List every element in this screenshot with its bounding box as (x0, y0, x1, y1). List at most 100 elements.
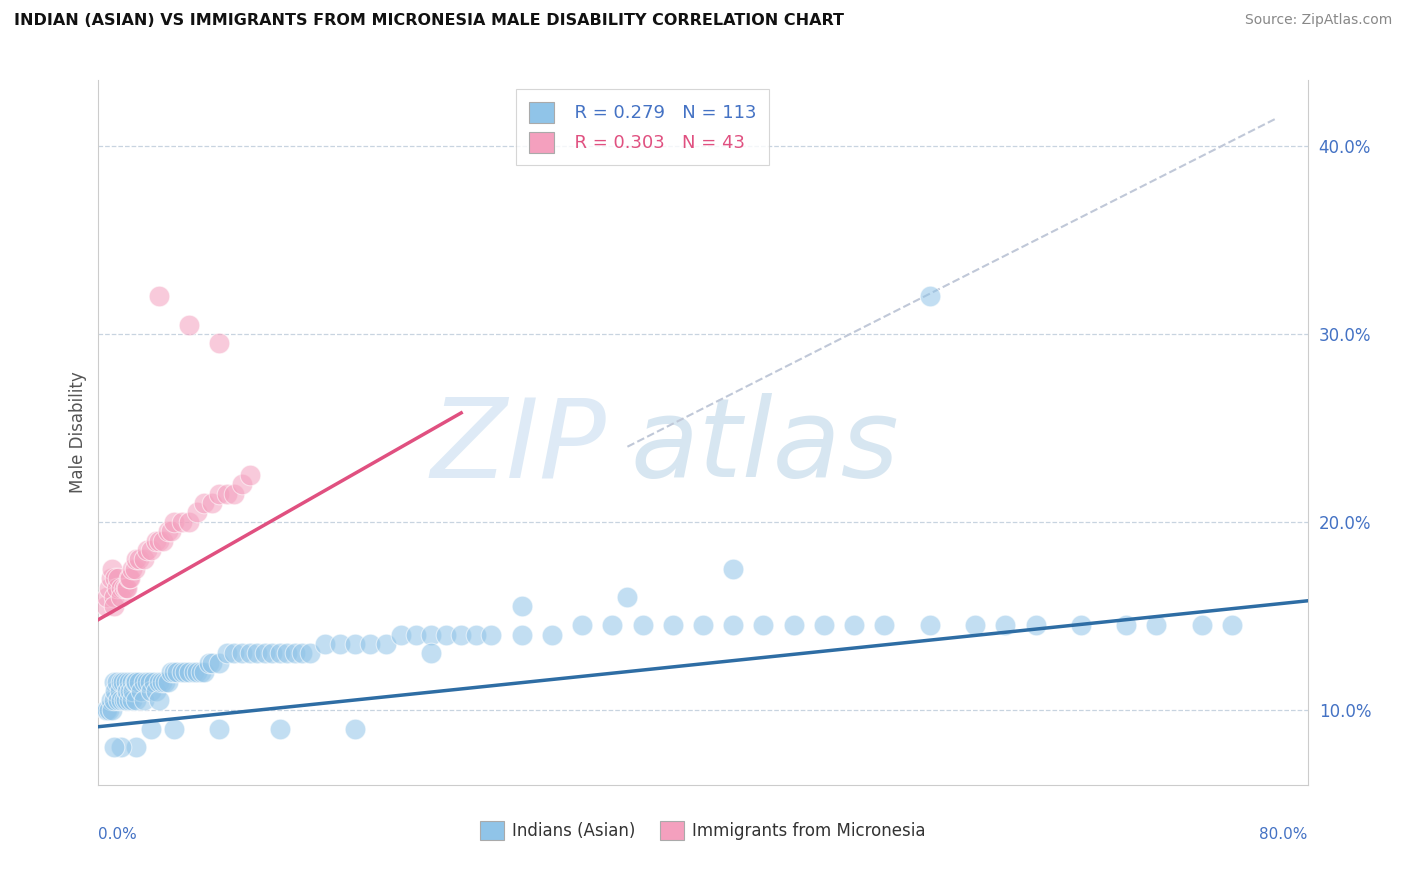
Text: Source: ZipAtlas.com: Source: ZipAtlas.com (1244, 13, 1392, 28)
Point (510, 627, 533, 641)
Text: ZIP: ZIP (430, 393, 606, 500)
Point (118, 693, 141, 707)
Point (253, 647, 276, 661)
Point (374, 637, 396, 651)
Point (145, 684, 167, 698)
Point (239, 647, 262, 661)
Point (208, 656, 231, 670)
Point (118, 674, 141, 689)
Point (124, 674, 146, 689)
Point (269, 722, 291, 736)
Point (224, 647, 246, 661)
Point (1191, 618, 1213, 632)
Y-axis label: Male Disability: Male Disability (69, 372, 87, 493)
Point (752, 618, 775, 632)
Point (112, 693, 135, 707)
Point (141, 684, 163, 698)
Point (284, 647, 307, 661)
Point (723, 562, 745, 576)
Point (114, 693, 136, 707)
Point (98, 581, 121, 595)
Point (105, 581, 128, 595)
Point (114, 674, 136, 689)
Point (299, 647, 322, 661)
Point (481, 627, 503, 641)
Point (193, 665, 215, 680)
Point (269, 647, 291, 661)
Point (873, 618, 896, 632)
Point (107, 693, 129, 707)
Point (121, 562, 143, 576)
Point (190, 665, 212, 680)
Point (115, 684, 138, 698)
Point (201, 496, 224, 510)
Point (631, 618, 654, 632)
Point (125, 740, 148, 755)
Point (179, 665, 201, 680)
Point (132, 552, 155, 566)
Point (114, 581, 136, 595)
Point (420, 647, 443, 661)
Text: 0.0%: 0.0% (98, 827, 138, 842)
Point (125, 674, 148, 689)
Point (103, 693, 125, 707)
Point (101, 703, 124, 717)
Point (783, 618, 806, 632)
Point (465, 627, 488, 641)
Point (110, 674, 132, 689)
Point (1144, 618, 1167, 632)
Point (148, 289, 170, 303)
Point (124, 562, 146, 576)
Point (208, 486, 231, 500)
Text: INDIAN (ASIAN) VS IMMIGRANTS FROM MICRONESIA MALE DISABILITY CORRELATION CHART: INDIAN (ASIAN) VS IMMIGRANTS FROM MICRON… (14, 13, 844, 29)
Point (166, 665, 188, 680)
Point (135, 674, 157, 689)
Point (122, 684, 145, 698)
Point (128, 674, 150, 689)
Point (105, 674, 128, 689)
Point (156, 674, 179, 689)
Point (692, 618, 714, 632)
Point (434, 627, 457, 641)
Point (118, 571, 141, 585)
Point (661, 618, 683, 632)
Point (108, 684, 131, 698)
Point (405, 627, 427, 641)
Point (231, 477, 253, 491)
Point (1070, 618, 1092, 632)
Point (101, 562, 124, 576)
Point (111, 674, 134, 689)
Point (163, 722, 186, 736)
Point (110, 693, 132, 707)
Point (129, 684, 152, 698)
Point (314, 637, 336, 651)
Point (197, 656, 219, 670)
Point (994, 618, 1017, 632)
Point (540, 627, 562, 641)
Point (208, 722, 231, 736)
Point (329, 637, 352, 651)
Point (145, 533, 167, 548)
Point (94, 599, 117, 614)
Point (110, 590, 132, 604)
Point (246, 647, 269, 661)
Point (291, 647, 314, 661)
Point (224, 486, 246, 500)
Point (170, 515, 193, 529)
Point (186, 665, 208, 680)
Point (344, 637, 367, 651)
Point (510, 599, 533, 614)
Point (103, 740, 125, 755)
Point (360, 637, 382, 651)
Text: 80.0%: 80.0% (1260, 827, 1308, 842)
Point (110, 581, 132, 595)
Point (344, 722, 367, 736)
Point (965, 618, 987, 632)
Point (160, 665, 183, 680)
Point (153, 674, 176, 689)
Point (420, 627, 443, 641)
Point (173, 665, 195, 680)
Point (100, 571, 122, 585)
Point (813, 618, 835, 632)
Point (163, 515, 186, 529)
